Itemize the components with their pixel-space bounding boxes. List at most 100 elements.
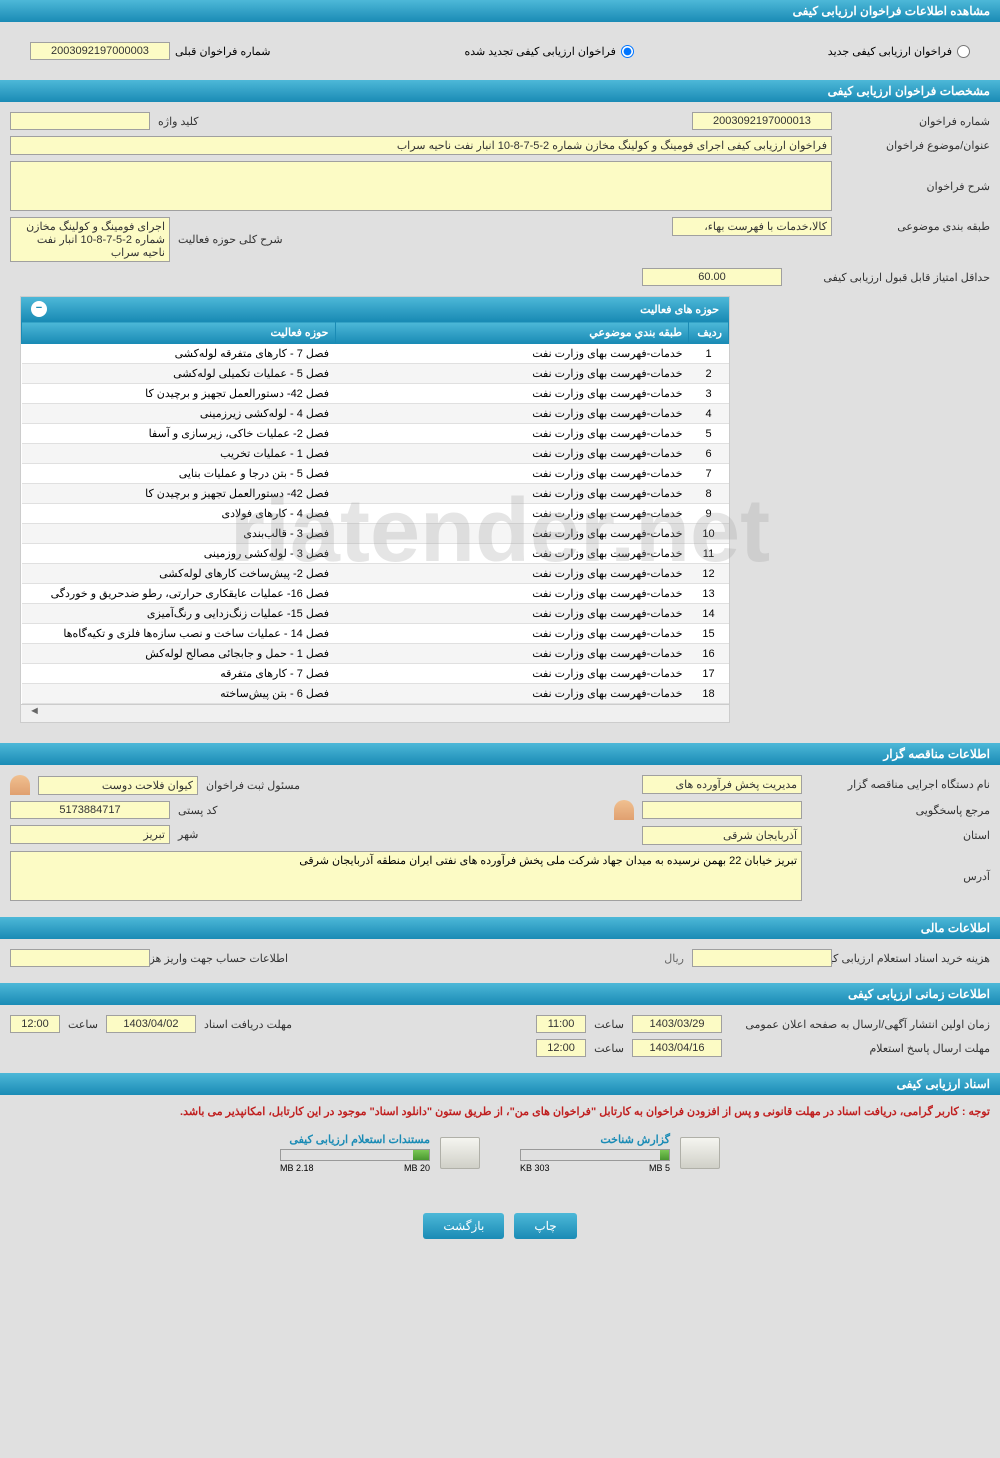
table-row: 18خدمات-فهرست بهای وزارت نفتفصل 6 - بتن … — [22, 684, 729, 704]
table-row: 5خدمات-فهرست بهای وزارت نفتفصل 2- عملیات… — [22, 424, 729, 444]
minscore-label: حداقل امتیاز قابل قبول ارزیابی کیفی — [790, 271, 990, 284]
city-field: تبریز — [10, 825, 170, 844]
table-row: 3خدمات-فهرست بهای وزارت نفتفصل 42- دستور… — [22, 384, 729, 404]
table-row: 1خدمات-فهرست بهای وزارت نفتفصل 7 - کارها… — [22, 344, 729, 364]
table-row: 10خدمات-فهرست بهای وزارت نفتفصل 3 - قالب… — [22, 524, 729, 544]
deadline-label: مهلت دریافت اسناد — [204, 1018, 292, 1031]
radio-renewed-label: فراخوان ارزیابی کیفی تجدید شده — [464, 45, 615, 58]
section2-body: نام دستگاه اجرایی مناقصه گزار مدیریت پخش… — [0, 765, 1000, 917]
response-time: 12:00 — [536, 1039, 586, 1057]
prev-call-label: شماره فراخوان قبلی — [175, 45, 271, 58]
subject-field: فراخوان ارزیابی کیفی اجرای فومینگ و کولی… — [10, 136, 832, 155]
back-button[interactable]: بازگشت — [423, 1213, 504, 1239]
section2-header: اطلاعات مناقصه گزار — [0, 743, 1000, 765]
deadline-time: 12:00 — [10, 1015, 60, 1033]
radio-new-label: فراخوان ارزیابی کیفی جدید — [828, 45, 952, 58]
address-label: آدرس — [810, 870, 990, 883]
table-row: 2خدمات-فهرست بهای وزارت نفتفصل 5 - عملیا… — [22, 364, 729, 384]
keyword-label: کلید واژه — [158, 115, 198, 128]
notice-text: توجه : کاربر گرامی، دریافت اسناد در مهلت… — [10, 1105, 990, 1118]
grid-col-activity: حوزه فعاليت — [22, 322, 336, 344]
category-field: کالا،خدمات با فهرست بهاء، — [672, 217, 832, 236]
org-label: نام دستگاه اجرایی مناقصه گزار — [810, 778, 990, 791]
grid-minimize-icon[interactable]: − — [31, 301, 47, 317]
table-row: 11خدمات-فهرست بهای وزارت نفتفصل 3 - لوله… — [22, 544, 729, 564]
resp-field — [642, 801, 802, 819]
section3-body: هزینه خرید اسناد استعلام ارزیابی کیفی ری… — [0, 939, 1000, 983]
file1-total: 5 MB — [649, 1163, 670, 1173]
category-label: طبقه بندی موضوعی — [840, 220, 990, 233]
activity-field: اجرای فومینگ و کولینگ مخازن شماره 2-5-7-… — [10, 217, 170, 262]
city-label: شهر — [178, 828, 198, 841]
address-field: تبریز خیابان 22 بهمن نرسیده به میدان جها… — [10, 851, 802, 901]
person-icon-2[interactable] — [10, 775, 30, 795]
desc-field — [10, 161, 832, 211]
time-label-1: ساعت — [594, 1018, 624, 1031]
radio-new[interactable] — [957, 45, 970, 58]
table-row: 7خدمات-فهرست بهای وزارت نفتفصل 5 - بتن د… — [22, 464, 729, 484]
file2-total: 20 MB — [404, 1163, 430, 1173]
grid-col-row: ردیف — [689, 322, 729, 344]
grid-title: حوزه های فعالیت — [640, 303, 719, 316]
radio-renewed[interactable] — [621, 45, 634, 58]
subject-label: عنوان/موضوع فراخوان — [840, 139, 990, 152]
print-button[interactable]: چاپ — [514, 1213, 576, 1239]
table-row: 17خدمات-فهرست بهای وزارت نفتفصل 7 - کاره… — [22, 664, 729, 684]
main-title: مشاهده اطلاعات فراخوان ارزیابی کیفی — [0, 0, 1000, 22]
table-row: 16خدمات-فهرست بهای وزارت نفتفصل 1 - حمل … — [22, 644, 729, 664]
file2-progress — [280, 1149, 430, 1161]
province-label: استان — [810, 829, 990, 842]
table-row: 9خدمات-فهرست بهای وزارت نفتفصل 4 - کارها… — [22, 504, 729, 524]
section4-header: اطلاعات زمانی ارزیابی کیفی — [0, 983, 1000, 1005]
folder-icon-2[interactable] — [440, 1137, 480, 1169]
table-row: 8خدمات-فهرست بهای وزارت نفتفصل 42- دستور… — [22, 484, 729, 504]
postal-field: 5173884717 — [10, 801, 170, 819]
file2-title: مستندات استعلام ارزیابی کیفی — [280, 1133, 430, 1146]
response-date: 1403/04/16 — [632, 1039, 722, 1057]
table-row: 13خدمات-فهرست بهای وزارت نفتفصل 16- عملی… — [22, 584, 729, 604]
account-field — [10, 949, 150, 967]
section4-body: زمان اولین انتشار آگهی/ارسال به صفحه اعل… — [0, 1005, 1000, 1073]
keyword-field — [10, 112, 150, 130]
table-row: 4خدمات-فهرست بهای وزارت نفتفصل 4 - لوله‌… — [22, 404, 729, 424]
button-row: چاپ بازگشت — [0, 1198, 1000, 1254]
section5-body: توجه : کاربر گرامی، دریافت اسناد در مهلت… — [0, 1095, 1000, 1198]
call-num-field: 2003092197000013 — [692, 112, 832, 130]
section5-header: اسناد ارزیابی کیفی — [0, 1073, 1000, 1095]
file-item-1: گزارش شناخت 5 MB 303 KB — [520, 1133, 720, 1173]
postal-label: کد پستی — [178, 804, 217, 817]
file1-progress — [520, 1149, 670, 1161]
radio-section: فراخوان ارزیابی کیفی جدید فراخوان ارزیاب… — [0, 22, 1000, 80]
desc-label: شرح فراخوان — [840, 180, 990, 193]
time-label-3: ساعت — [68, 1018, 98, 1031]
org-field: مدیریت پخش فرآورده های — [642, 775, 802, 794]
minscore-field: 60.00 — [642, 268, 782, 286]
file2-size: 2.18 MB — [280, 1163, 314, 1173]
section1-body: شماره فراخوان 2003092197000013 کلید واژه… — [0, 102, 1000, 743]
account-label: اطلاعات حساب جهت واریز هزینه خرید اسناد — [158, 952, 288, 965]
folder-icon-1[interactable] — [680, 1137, 720, 1169]
firstpub-label: زمان اولین انتشار آگهی/ارسال به صفحه اعل… — [730, 1018, 990, 1031]
activity-grid: حوزه های فعالیت − ردیف طبقه بندي موضوعي … — [20, 296, 730, 723]
file1-size: 303 KB — [520, 1163, 550, 1173]
time-label-2: ساعت — [594, 1042, 624, 1055]
response-label: مهلت ارسال پاسخ استعلام — [730, 1042, 990, 1055]
grid-col-category: طبقه بندي موضوعي — [335, 322, 689, 344]
province-field: آذربایجان شرقی — [642, 826, 802, 845]
grid-table: ردیف طبقه بندي موضوعي حوزه فعاليت 1خدمات… — [21, 321, 729, 704]
grid-scroll[interactable]: ◄ — [21, 704, 729, 722]
table-row: 12خدمات-فهرست بهای وزارت نفتفصل 2- پیش‌س… — [22, 564, 729, 584]
currency-label: ریال — [664, 952, 684, 965]
cost-label: هزینه خرید اسناد استعلام ارزیابی کیفی — [840, 952, 990, 965]
firstpub-time: 11:00 — [536, 1015, 586, 1033]
reg-field: کیوان فلاحت دوست — [38, 776, 198, 795]
file1-title: گزارش شناخت — [520, 1133, 670, 1146]
person-icon[interactable] — [614, 800, 634, 820]
activity-label: شرح کلی حوزه فعالیت — [178, 233, 283, 246]
prev-call-field: 2003092197000003 — [30, 42, 170, 60]
resp-label: مرجع پاسخگویی — [810, 804, 990, 817]
reg-label: مسئول ثبت فراخوان — [206, 779, 300, 792]
table-row: 14خدمات-فهرست بهای وزارت نفتفصل 15- عملی… — [22, 604, 729, 624]
deadline-date: 1403/04/02 — [106, 1015, 196, 1033]
cost-field — [692, 949, 832, 967]
